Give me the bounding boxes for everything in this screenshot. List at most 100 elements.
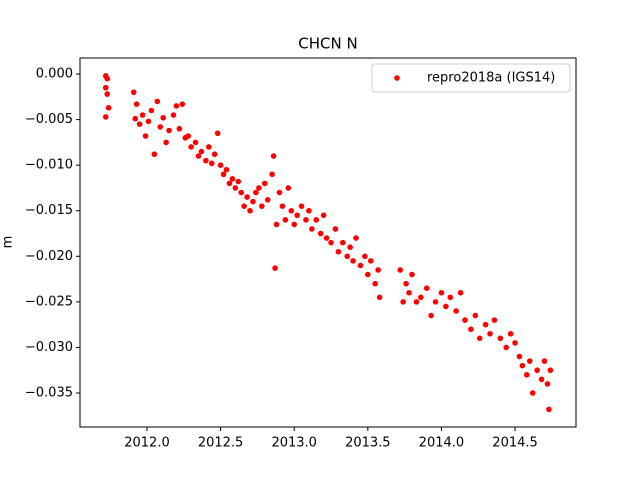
- point: [457, 289, 464, 296]
- point: [133, 101, 140, 107]
- point: [497, 335, 504, 342]
- point: [294, 212, 300, 219]
- legend-label: repro2018a (IGS14): [427, 71, 555, 86]
- point: [516, 353, 523, 360]
- point: [428, 312, 434, 319]
- point: [512, 340, 518, 346]
- y-tick-label: −0.025: [25, 294, 73, 309]
- point: [547, 367, 554, 374]
- point: [323, 235, 330, 241]
- point: [432, 299, 439, 305]
- point: [244, 194, 250, 200]
- point: [335, 248, 342, 255]
- point: [347, 244, 353, 250]
- point: [291, 221, 298, 228]
- point: [413, 299, 420, 305]
- point: [102, 84, 109, 91]
- point: [208, 160, 215, 167]
- point: [544, 381, 551, 387]
- point: [375, 267, 381, 273]
- point: [166, 127, 172, 134]
- point: [362, 253, 368, 260]
- point: [250, 198, 256, 205]
- legend-box: [371, 63, 571, 93]
- point: [376, 294, 383, 301]
- y-tick-label: −0.020: [25, 249, 73, 264]
- point: [282, 217, 289, 223]
- point: [192, 139, 199, 146]
- point: [372, 280, 378, 287]
- point: [173, 103, 180, 109]
- point: [154, 98, 161, 105]
- point: [157, 124, 164, 130]
- point: [298, 203, 305, 209]
- point: [303, 217, 309, 223]
- point: [309, 226, 315, 232]
- point: [418, 294, 424, 301]
- point: [472, 312, 479, 319]
- point: [241, 203, 247, 209]
- y-tick-label: −0.015: [25, 203, 73, 218]
- point: [476, 335, 483, 342]
- point: [288, 207, 295, 214]
- point: [259, 203, 265, 209]
- point: [238, 189, 245, 196]
- point: [203, 157, 209, 164]
- point: [317, 230, 324, 237]
- point: [339, 239, 346, 246]
- point: [365, 271, 371, 278]
- point: [235, 178, 242, 185]
- point: [487, 330, 493, 337]
- point: [507, 330, 514, 337]
- point: [148, 107, 155, 114]
- point: [409, 271, 415, 278]
- point: [406, 289, 412, 296]
- point: [229, 176, 236, 182]
- point: [350, 258, 356, 264]
- point: [482, 321, 489, 328]
- plot-frame: [79, 57, 577, 428]
- y-tick-label: −0.010: [25, 158, 73, 173]
- point: [206, 144, 212, 150]
- point: [253, 189, 259, 196]
- point: [176, 125, 183, 132]
- y-tick-label: −0.005: [25, 112, 73, 127]
- y-tick-label: −0.035: [25, 386, 73, 401]
- point: [462, 317, 468, 323]
- point: [534, 367, 540, 374]
- point: [195, 153, 202, 159]
- point: [105, 104, 112, 111]
- point: [264, 197, 271, 203]
- x-tick-label: 2012.0: [124, 436, 170, 451]
- point: [139, 112, 146, 118]
- legend-marker: [394, 75, 400, 81]
- point: [529, 390, 536, 396]
- point: [130, 89, 137, 96]
- point: [443, 303, 449, 310]
- point: [104, 75, 111, 82]
- x-tick-label: 2014.5: [492, 436, 538, 451]
- y-tick-label: −0.030: [25, 340, 73, 355]
- point: [217, 162, 224, 168]
- point: [104, 91, 111, 97]
- point: [332, 226, 339, 232]
- point: [400, 299, 406, 305]
- point: [214, 130, 221, 137]
- point: [526, 358, 533, 364]
- point: [269, 171, 275, 178]
- point: [276, 189, 283, 196]
- y-tick-label: 0.000: [36, 67, 73, 82]
- point: [519, 362, 526, 369]
- point: [211, 151, 218, 158]
- point: [344, 253, 351, 260]
- y-axis-label: m: [1, 236, 16, 249]
- point: [353, 235, 359, 241]
- point: [185, 133, 192, 139]
- point: [306, 207, 312, 214]
- point: [438, 289, 445, 296]
- x-tick-label: 2012.5: [198, 436, 244, 451]
- point: [247, 207, 253, 214]
- chart-title: CHCN N: [298, 35, 357, 53]
- point: [423, 285, 430, 292]
- point: [179, 101, 186, 107]
